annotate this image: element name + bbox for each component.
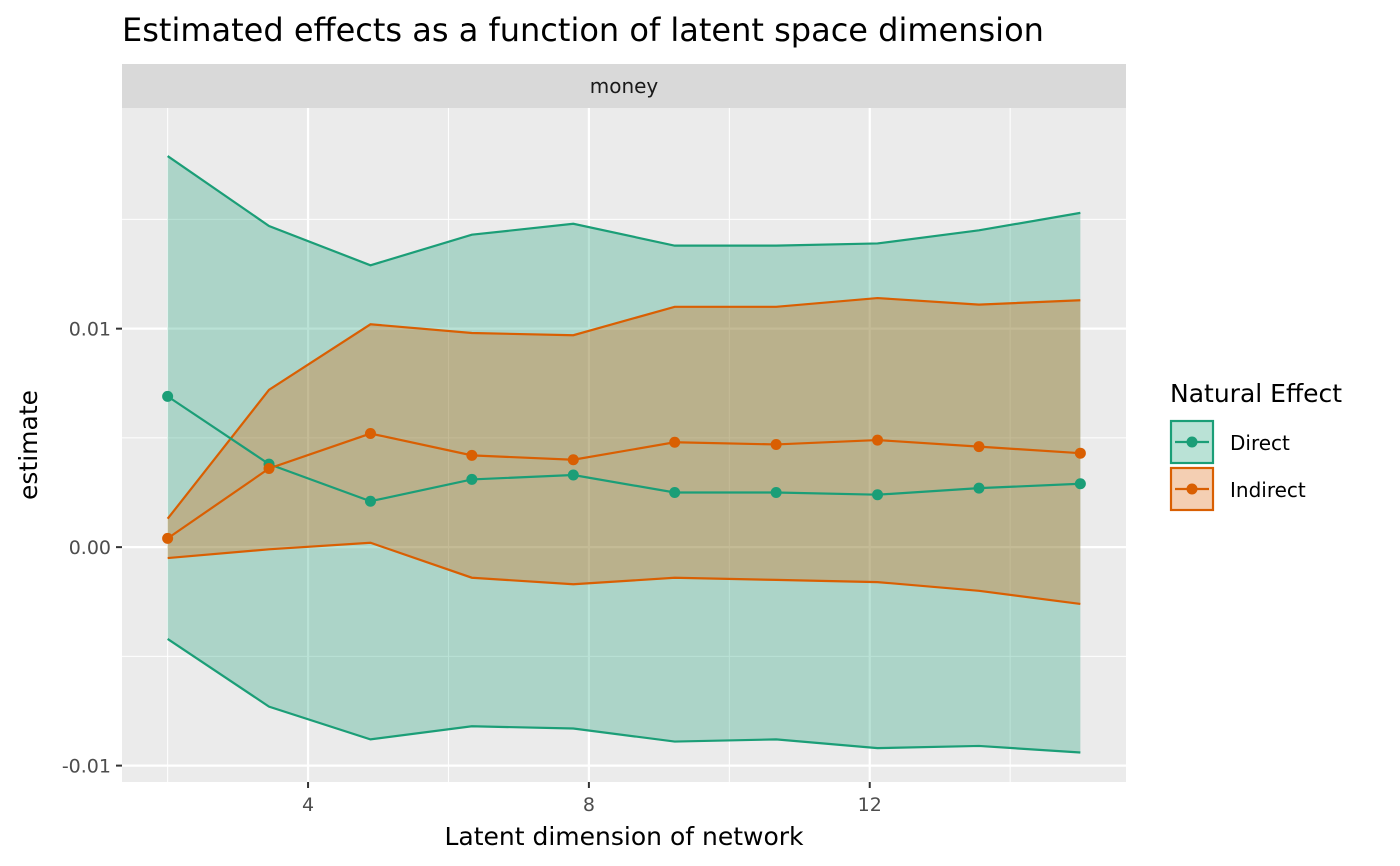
confidence-ribbons	[167, 156, 1081, 753]
direct-point	[567, 469, 579, 481]
direct-point	[466, 473, 478, 485]
direct-estimate-line	[167, 395, 1081, 503]
direct-point	[364, 495, 376, 507]
direct-point	[770, 487, 782, 499]
direct-point	[872, 489, 884, 501]
indirect-point	[263, 462, 275, 474]
legend-title: Natural Effect	[1170, 379, 1342, 408]
direct-point	[669, 487, 681, 499]
indirect-point	[466, 449, 478, 461]
direct-upper-bound	[167, 155, 1081, 267]
x-tick-label: 8	[583, 794, 595, 816]
direct-point	[1074, 478, 1086, 490]
direct-point	[162, 390, 174, 402]
x-tick-label: 12	[858, 794, 882, 816]
x-tick-label: 4	[302, 794, 314, 816]
legend-point-indirect	[1186, 483, 1198, 495]
legend-label-direct: Direct	[1230, 431, 1290, 455]
estimate-points	[162, 390, 1086, 544]
y-tick-label: 0.01	[69, 319, 111, 341]
minor-gridlines	[122, 108, 1126, 782]
y-tick-label: 0.00	[69, 537, 111, 559]
ribbon-bound-lines	[166, 155, 1081, 754]
legend: Natural Effect Direct Indirect	[1169, 379, 1342, 512]
indirect-point	[1074, 447, 1086, 459]
indirect-lower-bound	[167, 541, 1081, 606]
facet-strip	[122, 64, 1126, 108]
estimate-lines	[167, 395, 1081, 540]
legend-label-indirect: Indirect	[1230, 478, 1306, 502]
indirect-point	[973, 441, 985, 453]
indirect-point	[770, 438, 782, 450]
indirect-point	[669, 436, 681, 448]
y-axis: -0.01 0.00 0.01	[62, 319, 122, 778]
indirect-point	[162, 532, 174, 544]
indirect-point	[872, 434, 884, 446]
y-tick-label: -0.01	[62, 756, 111, 778]
major-gridlines	[122, 108, 1126, 782]
x-axis: 4 8 12	[302, 782, 882, 816]
x-axis-title: Latent dimension of network	[444, 822, 804, 851]
direct-lower-bound	[167, 637, 1081, 754]
legend-point-direct	[1186, 436, 1198, 448]
indirect-point	[364, 428, 376, 440]
direct-ribbon	[167, 156, 1081, 753]
indirect-upper-bound	[166, 296, 1081, 520]
facet-label: money	[590, 74, 659, 98]
y-axis-title: estimate	[14, 390, 43, 500]
indirect-point	[567, 454, 579, 466]
chart-title: Estimated effects as a function of laten…	[122, 11, 1044, 49]
indirect-estimate-line	[167, 432, 1081, 540]
direct-point	[973, 482, 985, 494]
